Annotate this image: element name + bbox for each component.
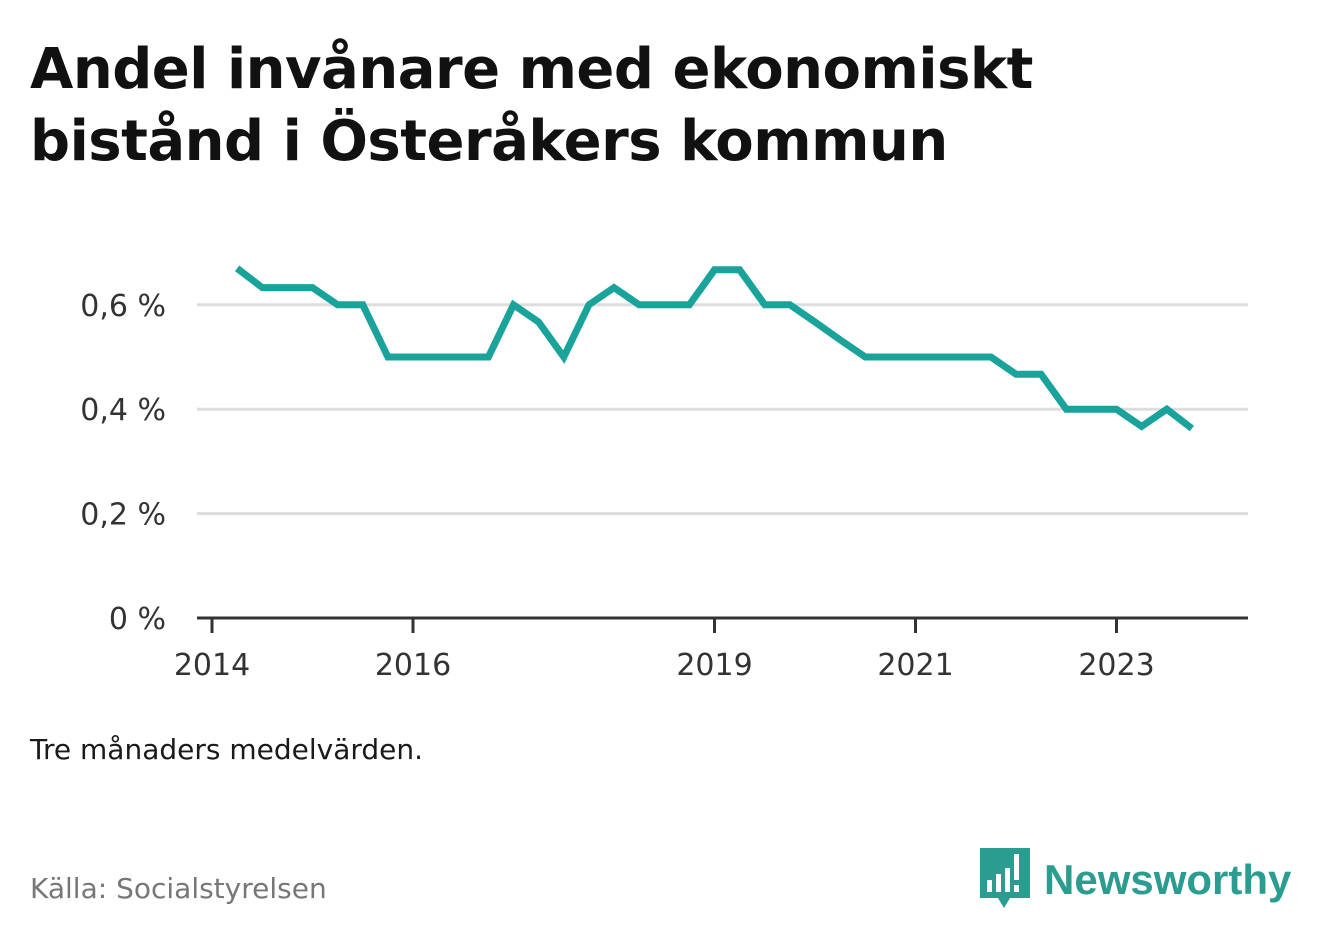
x-tick-label: 2016: [375, 648, 451, 683]
y-axis: 0 % 0,2 % 0,4 % 0,6 %: [80, 289, 166, 637]
x-axis: 2014 2016 2019 2021 2023: [174, 618, 1155, 683]
brand-name: Newsworthy: [1044, 856, 1292, 903]
x-tick-label: 2014: [174, 648, 250, 683]
x-tick-label: 2021: [877, 648, 953, 683]
chart-note: Tre månaders medelvärden.: [30, 733, 424, 766]
y-tick-label: 0,2 %: [80, 498, 166, 533]
bar-chart-speech-bubble-icon: [980, 848, 1030, 908]
x-tick-label: 2019: [676, 648, 752, 683]
line-chart: 0 % 0,2 % 0,4 % 0,6 % 2014 2016 2019 2021 2023: [80, 265, 1248, 683]
chart-title: Andel invånare med ekonomiskt bistånd i …: [30, 37, 1033, 174]
series-line: [234, 265, 1195, 432]
y-tick-label: 0 %: [109, 602, 166, 637]
brand-logo[interactable]: Newsworthy: [980, 848, 1291, 912]
source-credit: Källa: Socialstyrelsen: [30, 872, 327, 905]
x-tick-label: 2023: [1078, 648, 1154, 683]
y-tick-label: 0,4 %: [80, 393, 166, 428]
y-tick-label: 0,6 %: [80, 289, 166, 324]
